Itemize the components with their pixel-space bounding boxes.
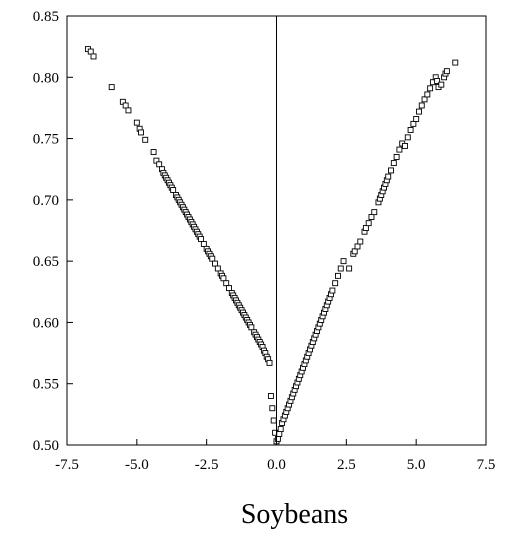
data-point	[368, 214, 375, 220]
data-point	[220, 275, 227, 282]
data-point	[418, 102, 425, 109]
x-tick-label: -2.5	[195, 457, 219, 473]
y-tick-label: 0.75	[33, 132, 59, 148]
y-axis-ticks: 0.85 0.80 0.75 0.70 0.65 0.60 0.55 0.50	[33, 9, 73, 454]
data-point	[346, 265, 353, 272]
data-point	[340, 258, 347, 265]
data-point	[335, 272, 341, 279]
data-markers	[84, 46, 459, 445]
data-point	[269, 405, 276, 412]
data-point	[125, 107, 132, 114]
data-point	[87, 48, 94, 55]
data-point	[337, 265, 344, 272]
y-tick-label: 0.85	[33, 9, 59, 25]
x-tick-label: 5.0	[407, 457, 426, 473]
data-point	[226, 285, 232, 292]
data-point	[438, 81, 445, 88]
data-point	[357, 238, 364, 245]
data-point	[200, 241, 207, 247]
y-tick-label: 0.65	[33, 254, 59, 270]
data-point	[402, 142, 408, 149]
y-tick-label: 0.80	[33, 70, 59, 86]
data-point	[170, 187, 177, 194]
x-tick-label: 7.5	[477, 457, 496, 473]
data-point	[214, 265, 221, 272]
y-tick-label: 0.60	[33, 315, 59, 331]
data-point	[443, 68, 450, 75]
x-axis-ticks: -7.5 -5.0 -2.5 0.0 2.5 5.0 7.5	[55, 439, 495, 473]
x-axis-title: Soybeans	[241, 499, 348, 530]
data-point	[416, 108, 422, 115]
data-point	[413, 116, 420, 122]
y-tick-label: 0.70	[33, 193, 59, 209]
data-point	[388, 167, 394, 174]
data-point	[329, 287, 336, 294]
data-point	[270, 417, 277, 424]
data-point	[424, 91, 431, 98]
data-point	[156, 161, 163, 168]
data-point	[332, 280, 339, 287]
data-point	[385, 173, 392, 180]
data-point	[396, 146, 403, 153]
data-point	[452, 59, 459, 66]
data-point	[362, 225, 369, 231]
data-point	[223, 280, 230, 287]
y-tick-label: 0.50	[33, 438, 59, 454]
data-point	[122, 102, 129, 109]
x-tick-label: -7.5	[55, 457, 79, 473]
data-point	[212, 260, 218, 267]
data-point	[150, 149, 157, 156]
data-point	[421, 96, 428, 103]
data-point	[351, 248, 358, 255]
data-point	[266, 359, 273, 366]
data-point	[427, 85, 434, 92]
data-point	[365, 220, 372, 227]
data-point	[277, 426, 284, 433]
x-tick-label: -5.0	[125, 457, 149, 473]
data-point	[354, 243, 361, 250]
data-point	[209, 255, 216, 262]
data-point	[407, 127, 414, 133]
data-point	[90, 53, 97, 60]
x-tick-label: 2.5	[337, 457, 356, 473]
data-point	[108, 84, 115, 91]
data-point	[404, 134, 411, 141]
data-point	[276, 431, 283, 437]
y-tick-label: 0.55	[33, 377, 59, 393]
data-point	[410, 120, 417, 127]
x-tick-label: 0.0	[267, 457, 286, 473]
data-point	[142, 136, 149, 143]
data-point	[133, 119, 140, 126]
data-point	[434, 78, 441, 84]
data-point	[393, 154, 400, 160]
data-point	[248, 324, 255, 331]
data-point	[267, 393, 274, 399]
data-point	[138, 129, 144, 136]
data-point	[371, 209, 378, 216]
data-point	[390, 160, 397, 167]
data-point	[198, 236, 205, 243]
